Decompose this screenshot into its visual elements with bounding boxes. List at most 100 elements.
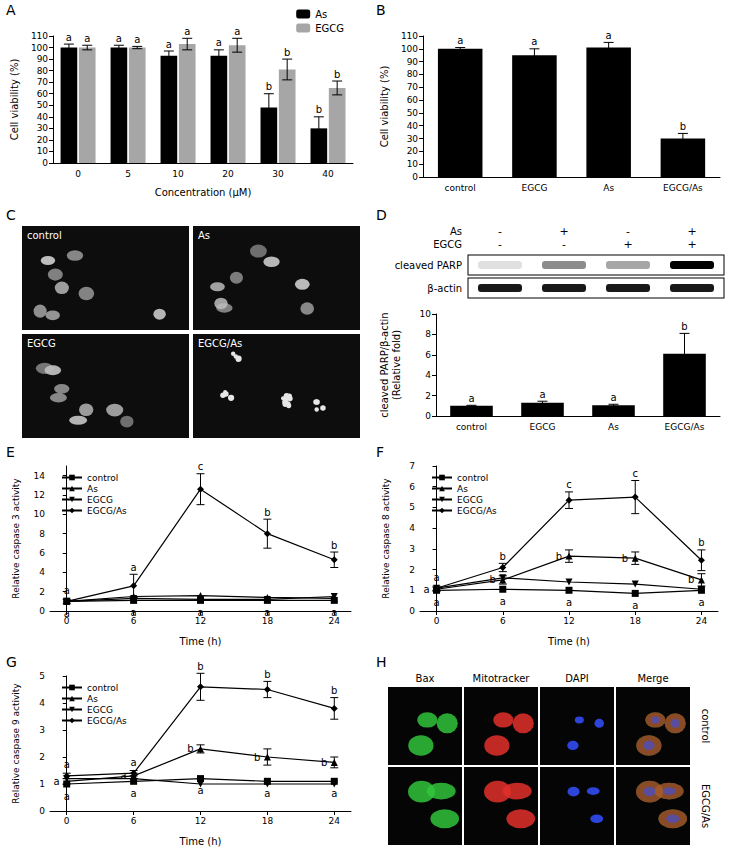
svg-text:EGCG/As: EGCG/As	[663, 183, 703, 193]
svg-text:30: 30	[407, 134, 419, 144]
svg-text:Time (h): Time (h)	[547, 636, 590, 647]
svg-text:24: 24	[696, 616, 708, 626]
svg-text:As: As	[87, 694, 98, 704]
svg-text:+: +	[559, 225, 568, 238]
svg-text:c: c	[632, 468, 638, 479]
svg-text:1: 1	[409, 585, 415, 595]
svg-text:a: a	[54, 776, 60, 787]
svg-text:6: 6	[409, 482, 415, 492]
svg-text:a: a	[134, 34, 140, 45]
svg-text:10: 10	[172, 169, 184, 179]
svg-text:+: +	[687, 238, 696, 251]
svg-text:0: 0	[42, 158, 48, 168]
svg-text:8: 8	[425, 329, 431, 339]
svg-text:30: 30	[272, 169, 284, 179]
svg-text:a: a	[500, 596, 506, 607]
svg-text:50: 50	[37, 100, 49, 110]
svg-text:a: a	[264, 788, 270, 799]
svg-text:a: a	[131, 757, 137, 768]
svg-text:80: 80	[407, 69, 419, 79]
svg-text:12: 12	[195, 816, 206, 826]
svg-text:14: 14	[34, 471, 46, 481]
svg-text:2: 2	[39, 752, 45, 762]
svg-text:EGCG: EGCG	[315, 23, 344, 34]
svg-text:a: a	[64, 759, 70, 770]
svg-text:EGCG/As: EGCG/As	[700, 784, 711, 828]
svg-text:EGCG: EGCG	[521, 183, 547, 193]
svg-text:b: b	[622, 553, 628, 564]
svg-text:β-actin: β-actin	[427, 283, 462, 294]
svg-text:b: b	[688, 574, 694, 585]
svg-text:110: 110	[31, 31, 48, 41]
svg-text:a: a	[131, 562, 137, 573]
svg-text:a: a	[166, 39, 172, 50]
svg-text:+: +	[623, 238, 632, 251]
svg-text:a: a	[606, 30, 612, 41]
svg-text:EGCG/As: EGCG/As	[457, 506, 497, 516]
svg-text:1: 1	[39, 779, 45, 789]
svg-text:Concentration (μM): Concentration (μM)	[155, 187, 252, 198]
svg-text:a: a	[468, 393, 474, 404]
svg-text:0: 0	[409, 606, 415, 616]
svg-text:+: +	[687, 225, 696, 238]
svg-text:0: 0	[39, 806, 45, 816]
svg-text:a: a	[116, 33, 122, 44]
svg-text:100: 100	[31, 43, 48, 53]
svg-text:6: 6	[500, 616, 506, 626]
svg-text:a: a	[331, 788, 337, 799]
svg-text:70: 70	[37, 77, 49, 87]
svg-text:cleaved PARP: cleaved PARP	[395, 260, 462, 271]
svg-text:EGCG: EGCG	[457, 495, 483, 505]
svg-text:-: -	[498, 225, 502, 238]
svg-text:b: b	[331, 685, 337, 696]
svg-text:b: b	[264, 507, 270, 518]
svg-text:As: As	[198, 230, 210, 241]
svg-text:60: 60	[37, 89, 49, 99]
svg-text:b: b	[187, 743, 193, 754]
svg-text:a: a	[610, 392, 616, 403]
svg-text:control: control	[700, 709, 711, 744]
svg-text:6: 6	[39, 548, 45, 558]
svg-text:As: As	[603, 183, 614, 193]
svg-text:4: 4	[39, 698, 45, 708]
svg-text:0: 0	[412, 172, 418, 182]
svg-text:5: 5	[125, 169, 131, 179]
svg-text:b: b	[254, 752, 260, 763]
svg-text:4: 4	[39, 567, 45, 577]
svg-text:EGCG/As: EGCG/As	[87, 506, 127, 516]
svg-text:control: control	[456, 422, 487, 432]
svg-text:a: a	[539, 389, 545, 400]
svg-text:Relative caspase 8 activity: Relative caspase 8 activity	[381, 478, 391, 599]
svg-text:Time (h): Time (h)	[179, 636, 222, 647]
svg-text:90: 90	[407, 57, 419, 67]
svg-text:control: control	[445, 183, 476, 193]
svg-text:As: As	[87, 484, 98, 494]
svg-text:(Relative fold): (Relative fold)	[391, 330, 402, 400]
svg-text:a: a	[197, 785, 203, 796]
svg-text:a: a	[234, 26, 240, 37]
svg-text:4: 4	[409, 523, 415, 533]
svg-text:6: 6	[425, 350, 431, 360]
svg-text:4: 4	[425, 370, 431, 380]
svg-text:12: 12	[563, 616, 574, 626]
svg-text:110: 110	[401, 31, 418, 41]
svg-text:a: a	[566, 597, 572, 608]
svg-text:As: As	[457, 484, 468, 494]
svg-text:-: -	[562, 238, 566, 251]
svg-text:0: 0	[39, 606, 45, 616]
svg-text:40: 40	[322, 169, 334, 179]
svg-text:cleaved PARP/β-actin: cleaved PARP/β-actin	[379, 312, 390, 417]
svg-text:5: 5	[39, 671, 45, 681]
svg-text:b: b	[500, 551, 506, 562]
svg-text:18: 18	[262, 816, 274, 826]
svg-text:As: As	[450, 226, 462, 237]
svg-text:50: 50	[407, 108, 419, 118]
svg-text:7: 7	[409, 461, 415, 471]
svg-text:EGCG: EGCG	[87, 705, 113, 715]
svg-text:EGCG: EGCG	[27, 338, 56, 349]
svg-text:control: control	[87, 683, 118, 693]
svg-text:a: a	[131, 607, 137, 618]
svg-text:30: 30	[37, 123, 49, 133]
svg-text:Time (h): Time (h)	[179, 836, 222, 847]
svg-text:3: 3	[409, 544, 415, 554]
